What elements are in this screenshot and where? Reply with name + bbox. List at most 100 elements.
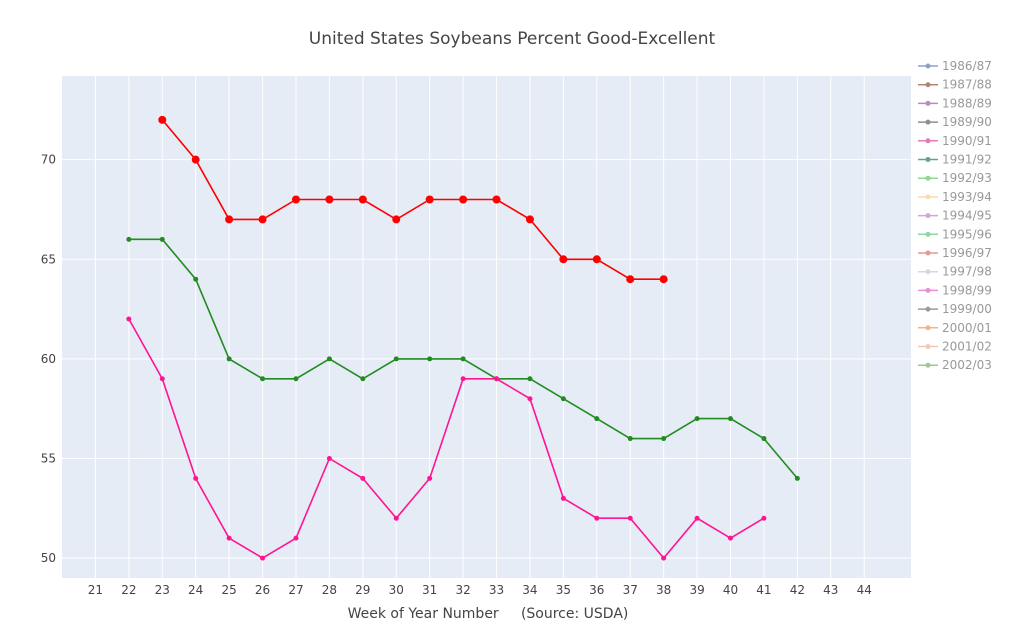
data-point[interactable]: [728, 535, 734, 541]
data-point[interactable]: [193, 475, 199, 481]
legend-swatch-marker: [925, 82, 931, 88]
data-point[interactable]: [627, 436, 633, 442]
data-point[interactable]: [360, 376, 366, 382]
data-point[interactable]: [326, 356, 332, 362]
legend-swatch-marker: [925, 175, 931, 181]
legend-item[interactable]: 1989/90: [918, 115, 992, 129]
data-point[interactable]: [358, 195, 367, 204]
data-point[interactable]: [459, 195, 468, 204]
x-tick-label: 40: [723, 583, 738, 597]
data-point[interactable]: [559, 255, 568, 264]
series-line: [161, 119, 664, 281]
legend-swatch-marker: [925, 63, 931, 69]
legend-item[interactable]: 1996/97: [918, 246, 992, 260]
data-point[interactable]: [460, 376, 466, 382]
legend-item[interactable]: 1991/92: [918, 153, 992, 167]
legend-item[interactable]: 1987/88: [918, 78, 992, 92]
legend-item[interactable]: 1995/96: [918, 227, 992, 241]
data-point[interactable]: [460, 356, 466, 362]
data-point[interactable]: [126, 236, 132, 242]
y-tick-label: 70: [41, 153, 56, 167]
x-tick-label: 37: [623, 583, 638, 597]
data-point[interactable]: [392, 215, 401, 224]
legend-swatch-marker: [925, 213, 931, 219]
data-point[interactable]: [659, 275, 668, 284]
data-point[interactable]: [191, 155, 200, 164]
legend-item[interactable]: 2001/02: [918, 340, 992, 354]
data-point[interactable]: [159, 236, 165, 242]
data-point[interactable]: [694, 515, 700, 521]
data-point[interactable]: [260, 555, 266, 561]
data-point[interactable]: [592, 255, 601, 264]
data-point[interactable]: [527, 376, 533, 382]
data-point[interactable]: [360, 475, 366, 481]
data-point[interactable]: [260, 376, 266, 382]
data-point[interactable]: [560, 495, 566, 501]
data-point[interactable]: [393, 356, 399, 362]
data-point[interactable]: [326, 455, 332, 461]
data-point[interactable]: [226, 535, 232, 541]
data-point[interactable]: [291, 195, 300, 204]
data-point[interactable]: [594, 416, 600, 422]
legend-label: 1998/99: [942, 283, 992, 297]
data-point[interactable]: [293, 535, 299, 541]
legend-label: 1988/89: [942, 96, 992, 110]
data-point[interactable]: [159, 376, 165, 382]
data-point[interactable]: [594, 515, 600, 521]
data-point[interactable]: [425, 195, 434, 204]
x-tick-label: 22: [121, 583, 136, 597]
data-point[interactable]: [525, 215, 534, 224]
data-point[interactable]: [527, 396, 533, 402]
data-point[interactable]: [126, 316, 132, 322]
legend-label: 1992/93: [942, 171, 992, 185]
data-point[interactable]: [494, 376, 500, 382]
data-point[interactable]: [427, 475, 433, 481]
data-point[interactable]: [225, 215, 234, 224]
legend-swatch-marker: [925, 138, 931, 144]
data-point[interactable]: [761, 436, 767, 442]
data-point[interactable]: [626, 275, 635, 284]
legend-item[interactable]: 1986/87: [918, 59, 992, 73]
data-point[interactable]: [393, 515, 399, 521]
chart-title: United States Soybeans Percent Good-Exce…: [309, 29, 716, 49]
legend-item[interactable]: 1998/99: [918, 283, 992, 297]
y-tick-label: 65: [41, 252, 56, 266]
legend-item[interactable]: 2002/03: [918, 358, 992, 372]
data-point[interactable]: [492, 195, 501, 204]
legend: 1986/87 1987/88 1988/89 1989/90 1990/91 1991/…: [918, 59, 992, 372]
data-point[interactable]: [761, 515, 767, 521]
x-tick-label: 25: [221, 583, 236, 597]
legend-swatch-marker: [925, 250, 931, 256]
legend-item[interactable]: 1993/94: [918, 190, 992, 204]
x-tick-label: 28: [322, 583, 337, 597]
legend-item[interactable]: 1988/89: [918, 96, 992, 110]
data-point[interactable]: [728, 416, 734, 422]
legend-item[interactable]: 1994/95: [918, 209, 992, 223]
legend-label: 1996/97: [942, 246, 992, 260]
data-point[interactable]: [325, 195, 334, 204]
legend-label: 1994/95: [942, 209, 992, 223]
data-point[interactable]: [661, 555, 667, 561]
legend-swatch-marker: [925, 344, 931, 349]
data-point[interactable]: [293, 376, 299, 382]
x-tick-label: 24: [188, 583, 203, 597]
data-point[interactable]: [427, 356, 433, 362]
data-point[interactable]: [627, 515, 633, 521]
legend-swatch-marker: [925, 100, 931, 106]
x-axis-label: Week of Year Number (Source: USDA): [348, 606, 629, 622]
legend-item[interactable]: 1992/93: [918, 171, 992, 185]
legend-item[interactable]: 1999/00: [918, 302, 992, 316]
legend-swatch-marker: [925, 325, 931, 331]
data-point[interactable]: [794, 475, 800, 481]
data-point[interactable]: [226, 356, 232, 362]
data-point[interactable]: [560, 396, 566, 402]
data-point[interactable]: [193, 276, 199, 282]
legend-item[interactable]: 1990/91: [918, 134, 992, 148]
legend-item[interactable]: 1997/98: [918, 265, 992, 279]
data-point[interactable]: [694, 416, 700, 422]
legend-item[interactable]: 2000/01: [918, 321, 992, 335]
data-point[interactable]: [661, 436, 667, 442]
data-point[interactable]: [258, 215, 267, 224]
data-point[interactable]: [158, 115, 167, 124]
